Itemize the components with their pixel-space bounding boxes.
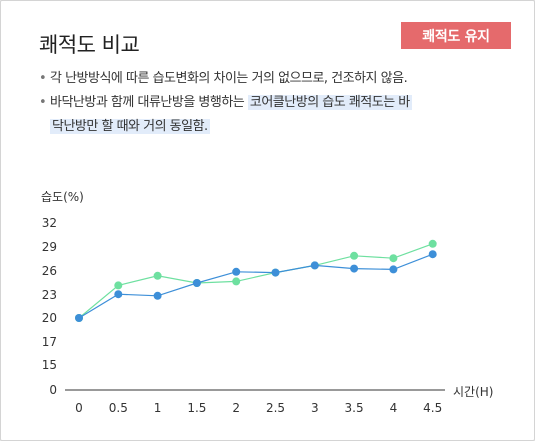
y-axis-title: 습도(%)	[41, 190, 84, 204]
bullet-dot: •	[39, 95, 47, 110]
series-line-1	[78, 243, 433, 319]
bullet-text-2-highlight-2: 닥난방만 할 때와 거의 동일함.	[50, 119, 210, 134]
series-2-point	[75, 314, 83, 322]
series-1-point	[428, 239, 437, 248]
x-tick-label: 2	[232, 401, 240, 415]
x-tick-label: 3.5	[345, 401, 364, 415]
series-1-point	[389, 254, 398, 263]
x-tick-label: 0.5	[109, 401, 128, 415]
bullet-dot: •	[39, 71, 47, 86]
y-tick-label: 32	[42, 216, 57, 230]
y-tick-label: 29	[42, 240, 57, 254]
x-tick-label: 3	[311, 401, 319, 415]
series-2-point	[153, 291, 162, 300]
y-tick-label: 20	[42, 311, 57, 325]
bullet-item-1: • 각 난방방식에 따른 습도변화의 차이는 거의 없으므로, 건조하지 않음.	[39, 67, 509, 91]
series-2-point	[310, 261, 319, 270]
x-tick-label: 1.5	[187, 401, 206, 415]
x-tick-label: 1	[154, 401, 162, 415]
y-tick-label: 17	[42, 335, 57, 349]
series-1-point	[153, 271, 162, 280]
page-title: 쾌적도 비교	[39, 33, 140, 57]
series-2-point	[232, 267, 241, 276]
y-tick-label: 0	[49, 383, 57, 397]
series-2-point	[389, 265, 398, 274]
series-2-point	[271, 268, 280, 277]
series-1-point	[114, 281, 123, 290]
series-2-point	[114, 290, 123, 299]
bullet-text-1: 각 난방방식에 따른 습도변화의 차이는 거의 없으므로, 건조하지 않음.	[50, 71, 408, 86]
y-tick-label: 15	[42, 358, 57, 372]
x-tick-label: 4	[390, 401, 398, 415]
comfort-badge: 쾌적도 유지	[401, 22, 511, 49]
series-line-2	[78, 253, 433, 319]
bullet-text-2-highlight-1: 코어클난방의 습도 쾌적도는 바	[247, 95, 412, 110]
series-2-point	[428, 250, 437, 259]
y-tick-label: 23	[42, 288, 57, 302]
series-2-point	[350, 264, 359, 273]
bullet-text-2-plain: 바닥난방과 함께 대류난방을 병행하는	[50, 95, 248, 110]
series-1-point	[350, 251, 359, 260]
x-tick-label: 2.5	[266, 401, 285, 415]
series-1-point	[232, 277, 241, 286]
x-tick-label: 0	[75, 401, 83, 415]
x-tick-label: 4.5	[423, 401, 442, 415]
y-tick-label: 26	[42, 264, 57, 278]
bullet-list: • 각 난방방식에 따른 습도변화의 차이는 거의 없으므로, 건조하지 않음. …	[39, 67, 509, 139]
series-2-point	[192, 279, 201, 287]
x-axis-title: 시간(H)	[453, 385, 494, 399]
